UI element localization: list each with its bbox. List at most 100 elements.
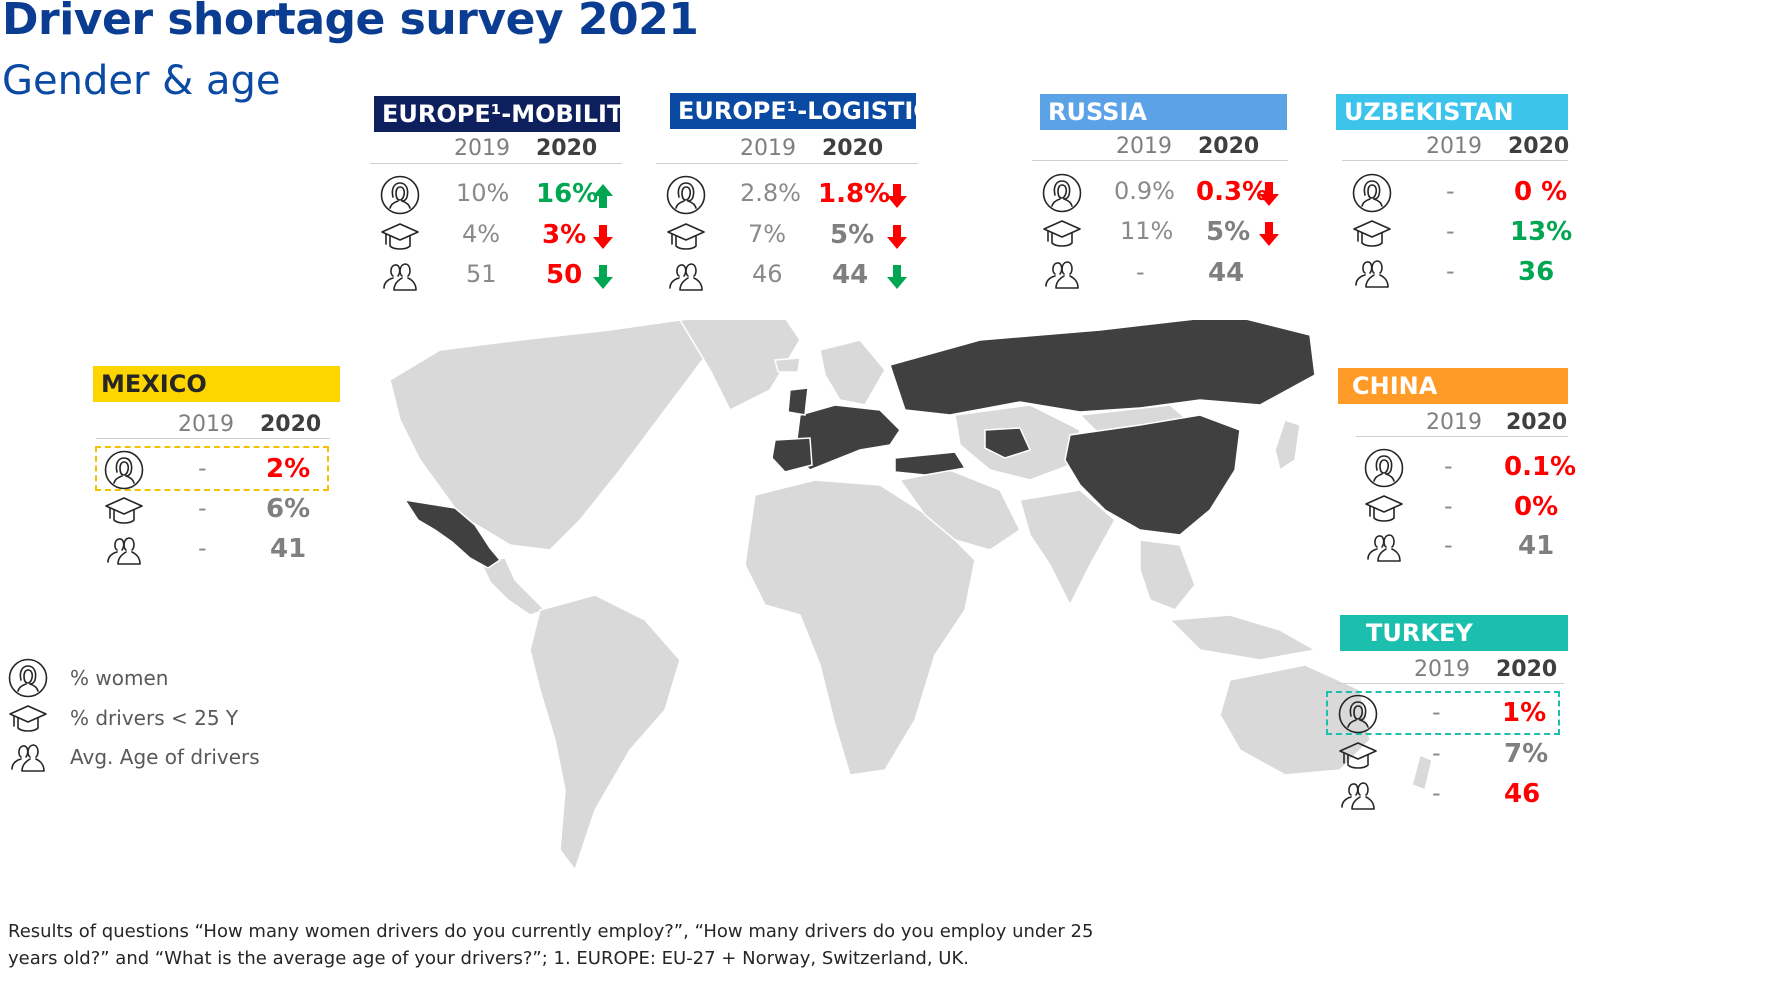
scandinavia-landmass: [819, 339, 886, 406]
woman-icon: [666, 175, 706, 215]
value-2020: 0 %: [1514, 177, 1568, 207]
page-title: Driver shortage survey 2021: [2, 0, 699, 45]
year-2019-label: 2019: [1426, 134, 1482, 159]
value-2019: -: [1432, 739, 1441, 767]
legend-label: % drivers < 25 Y: [70, 706, 239, 730]
year-2020-label: 2020: [1198, 134, 1260, 159]
group-icon: [669, 263, 703, 291]
panel-header: RUSSIA: [1040, 94, 1287, 130]
panel-header: TURKEY: [1340, 615, 1568, 651]
value-2020: 16%: [536, 179, 599, 209]
year-2019-label: 2019: [454, 136, 510, 161]
value-2019: 46: [752, 260, 783, 288]
arrow-down-icon: [887, 225, 907, 249]
japan-landmass: [1274, 419, 1301, 472]
value-2019: -: [198, 454, 207, 482]
divider: [96, 438, 330, 439]
value-2019: -: [1446, 257, 1455, 285]
value-2020: 5%: [830, 220, 875, 250]
divider: [1342, 160, 1568, 161]
world-map: [389, 320, 1433, 872]
panel-header: MEXICO: [93, 366, 340, 402]
value-2019: 11%: [1120, 217, 1174, 245]
year-2019-label: 2019: [178, 412, 234, 437]
legend-label: % women: [70, 666, 169, 690]
group-icon: [1367, 534, 1401, 562]
group-icon: [383, 263, 417, 291]
value-2020: 41: [270, 534, 307, 564]
value-2019: -: [1136, 258, 1145, 286]
value-2020: 50: [546, 260, 583, 290]
graduation-cap-icon: [1339, 742, 1377, 769]
divider: [370, 163, 622, 164]
value-2020: 2%: [266, 454, 311, 484]
africa-landmass: [744, 479, 976, 776]
value-2019: 4%: [462, 220, 501, 248]
year-2020-label: 2020: [536, 136, 598, 161]
uzbekistan-highlighted: [984, 427, 1032, 459]
value-2020: 0.1%: [1504, 452, 1577, 482]
panel-header: EUROPE¹-LOGISTICS: [670, 93, 949, 129]
year-2019-label: 2019: [1116, 134, 1172, 159]
year-2020-label: 2020: [260, 412, 322, 437]
value-2019: -: [1444, 452, 1453, 480]
legend-label: Avg. Age of drivers: [70, 745, 260, 769]
year-2019-label: 2019: [1414, 657, 1470, 682]
panel-header: CHINA: [1338, 368, 1568, 404]
russia-highlighted: [889, 320, 1316, 416]
arrow-down-icon: [1259, 182, 1279, 206]
highlight-box: [95, 446, 329, 491]
panel-header: EUROPE¹-MOBILITY: [374, 96, 641, 132]
greenland-landmass: [679, 320, 801, 412]
value-2020: 13%: [1510, 217, 1573, 247]
highlight-box: [1326, 691, 1560, 735]
value-2019: -: [1446, 217, 1455, 245]
value-2019: -: [1432, 779, 1441, 807]
middle-east-landmass: [898, 469, 1021, 551]
divider: [1336, 683, 1564, 684]
iberia-highlighted: [771, 437, 813, 473]
value-2020: 0%: [1514, 492, 1559, 522]
divider: [1356, 436, 1568, 437]
arrow-down-icon: [887, 265, 907, 289]
value-2019: -: [198, 494, 207, 522]
year-2020-label: 2020: [1496, 657, 1558, 682]
year-2020-label: 2020: [1508, 134, 1570, 159]
value-2020: 1%: [1502, 698, 1547, 728]
iceland-landmass: [774, 357, 801, 373]
value-2019: -: [1432, 698, 1441, 726]
value-2020: 6%: [266, 494, 311, 524]
value-2020: 46: [1504, 779, 1541, 809]
value-2020: 0.3%: [1196, 177, 1269, 207]
value-2020: 5%: [1206, 217, 1251, 247]
arrow-up-icon: [593, 184, 613, 208]
graduation-cap-icon: [9, 705, 47, 732]
woman-icon: [104, 450, 144, 490]
value-2020: 7%: [1504, 739, 1549, 769]
value-2019: 10%: [456, 179, 510, 207]
value-2019: 0.9%: [1114, 177, 1175, 205]
south-america-landmass: [529, 594, 681, 872]
graduation-cap-icon: [667, 223, 705, 250]
north-america-landmass: [389, 320, 711, 551]
year-2019-label: 2019: [1426, 410, 1482, 435]
value-2019: -: [1446, 177, 1455, 205]
panel-header: UZBEKISTAN: [1336, 94, 1568, 130]
graduation-cap-icon: [1365, 495, 1403, 522]
arrow-down-icon: [593, 225, 613, 249]
woman-icon: [1042, 173, 1082, 213]
value-2019: 2.8%: [740, 179, 801, 207]
group-icon: [107, 537, 141, 565]
southeast-asia-landmass: [1139, 539, 1196, 611]
graduation-cap-icon: [105, 497, 143, 524]
group-icon: [1045, 261, 1079, 289]
value-2020: 36: [1518, 257, 1555, 287]
arrow-down-icon: [887, 184, 907, 208]
value-2020: 1.8%: [818, 179, 891, 209]
new-zealand-landmass: [1411, 753, 1433, 792]
footnote: Results of questions “How many women dri…: [8, 921, 1094, 969]
woman-icon: [8, 658, 48, 698]
value-2020: 41: [1518, 531, 1555, 561]
value-2020: 3%: [542, 220, 587, 250]
mexico-highlighted: [403, 498, 502, 569]
